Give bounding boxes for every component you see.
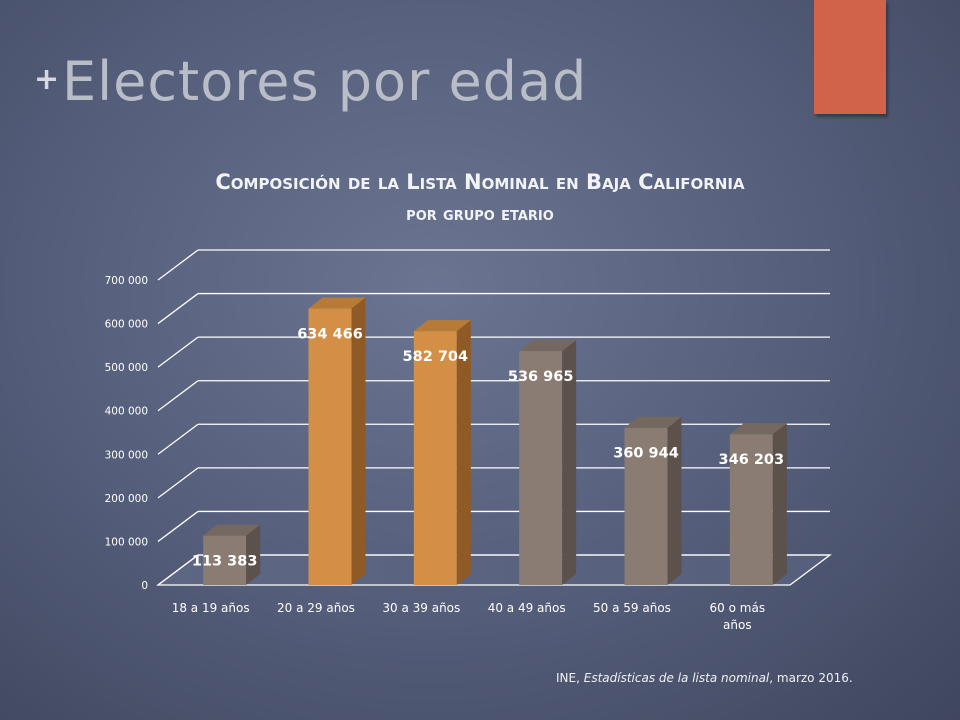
y-tick-label: 0 <box>141 580 148 592</box>
bar <box>519 340 577 585</box>
x-tick-label: 50 a 59 años <box>593 601 671 615</box>
gridline-wall <box>157 554 199 586</box>
accent-block <box>814 0 886 114</box>
y-tick-label: 600 000 <box>105 319 148 331</box>
gridline-wall <box>157 293 199 325</box>
gridline-wall <box>157 380 199 412</box>
data-label: 582 704 <box>403 349 469 365</box>
y-tick-label: 100 000 <box>105 536 148 548</box>
bar <box>203 524 261 585</box>
y-tick-label: 400 000 <box>105 406 148 418</box>
source-citation: INE, Estadísticas de la lista nominal, m… <box>556 671 853 685</box>
x-tick-label: 60 o más <box>710 601 766 615</box>
bar-top <box>624 416 682 428</box>
bar-top <box>308 297 366 309</box>
data-label: 536 965 <box>508 369 574 385</box>
bar-top <box>203 524 261 536</box>
gridline-wall <box>157 249 199 281</box>
bar-side <box>456 320 471 585</box>
bar-front <box>413 331 457 585</box>
bar <box>624 416 682 585</box>
plus-bullet-icon: + <box>34 62 60 97</box>
x-tick-label: 18 a 19 años <box>172 601 250 615</box>
x-tick-label: años <box>723 618 752 632</box>
bar-side <box>667 416 682 585</box>
bar <box>308 297 366 585</box>
data-label: 360 944 <box>613 446 679 462</box>
slide-title: Electores por edad <box>62 50 588 113</box>
x-tick-label: 30 a 39 años <box>382 601 460 615</box>
data-label: 634 466 <box>297 327 363 343</box>
bar-side <box>562 340 577 585</box>
y-tick-label: 500 000 <box>105 362 148 374</box>
gridline-wall <box>157 336 199 368</box>
y-tick-label: 700 000 <box>105 275 148 287</box>
bar-front <box>624 427 668 585</box>
data-label: 113 383 <box>192 554 258 570</box>
x-tick-label: 20 a 29 años <box>277 601 355 615</box>
bar <box>729 423 787 585</box>
chart-title: Composición de la Lista Nominal en Baja … <box>215 170 745 194</box>
gridline-wall <box>157 423 199 455</box>
bar-front <box>519 351 563 585</box>
bar-side <box>772 423 787 585</box>
bar-side <box>351 297 366 585</box>
x-tick-label: 40 a 49 años <box>488 601 566 615</box>
bar <box>413 320 471 585</box>
bar-front <box>308 308 352 585</box>
gridline-wall <box>157 510 199 542</box>
y-tick-label: 200 000 <box>105 493 148 505</box>
chart-subtitle: por grupo etario <box>406 204 554 225</box>
y-tick-label: 300 000 <box>105 449 148 461</box>
bar-front <box>203 535 247 585</box>
bar-top <box>519 340 577 352</box>
bar-side <box>246 524 261 585</box>
bar-top <box>413 320 471 332</box>
bar-front <box>729 434 773 585</box>
data-label: 346 203 <box>719 452 785 468</box>
bar-top <box>729 423 787 435</box>
source-title: Estadísticas de la lista nominal <box>583 671 770 685</box>
gridline-wall <box>157 467 199 499</box>
